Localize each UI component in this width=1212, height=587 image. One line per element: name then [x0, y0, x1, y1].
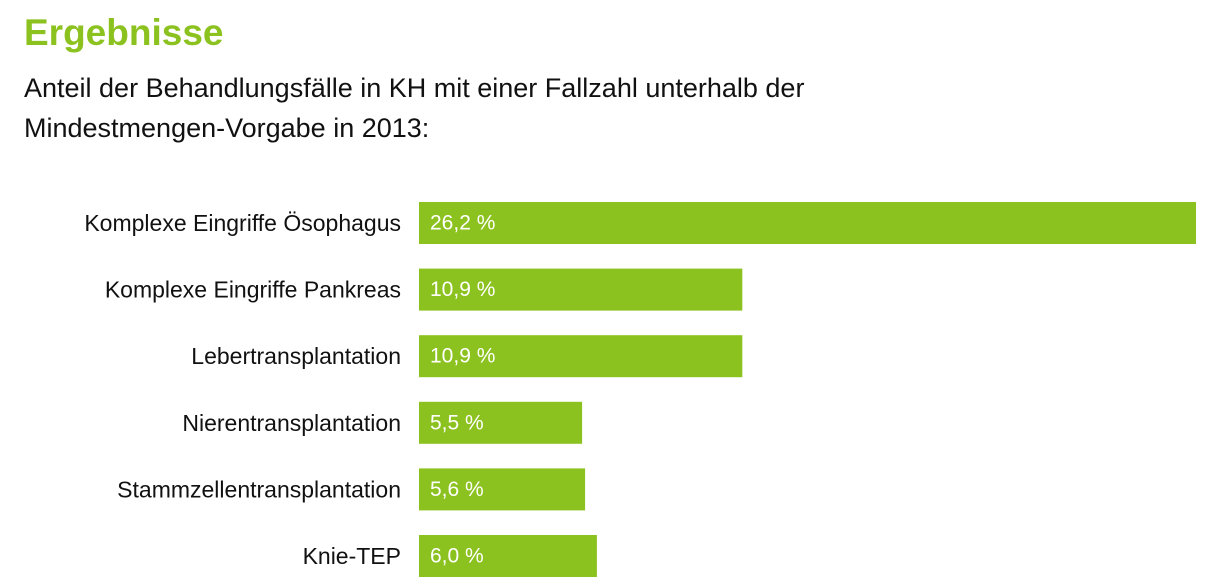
page-title: Ergebnisse: [24, 12, 224, 53]
chart-subtitle: Anteil der Behandlungsfälle in KH mit ei…: [24, 68, 804, 148]
value-label-2: 10,9 %: [430, 345, 495, 368]
bar-2: [419, 335, 743, 378]
category-label-3: Nierentransplantation: [182, 410, 401, 436]
value-label-1: 10,9 %: [430, 278, 495, 301]
category-label-1: Komplexe Eingriffe Pankreas: [105, 277, 401, 303]
bar-5: [419, 535, 597, 577]
bar-0: [419, 202, 1196, 244]
bar-4: [419, 468, 586, 511]
value-label-4: 5,6 %: [430, 478, 484, 501]
bar-3: [419, 401, 583, 444]
value-label-5: 6,0 %: [430, 545, 484, 568]
value-label-0: 26,2 %: [430, 212, 495, 235]
category-label-4: Stammzellentransplantation: [117, 476, 401, 502]
category-label-2: Lebertransplantation: [191, 343, 401, 369]
chart-subtitle-line-1: Anteil der Behandlungsfälle in KH mit ei…: [24, 73, 805, 103]
category-label-5: Knie-TEP: [303, 543, 401, 569]
chart-subtitle-line-2: Mindestmengen-Vorgabe in 2013:: [24, 113, 430, 143]
category-label-0: Komplexe Eingriffe Ösophagus: [84, 210, 401, 236]
bar-1: [419, 268, 743, 311]
value-label-3: 5,5 %: [430, 411, 484, 434]
